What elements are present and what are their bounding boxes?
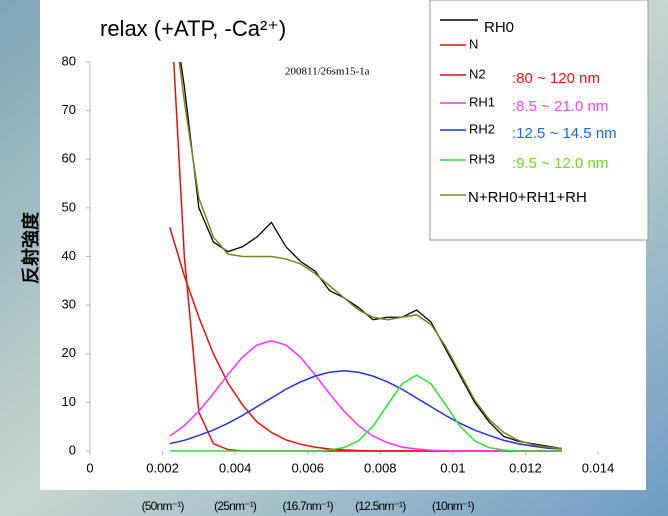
y-axis-label: 反射強度 [20,211,41,284]
legend-label: RH3 [469,151,495,166]
y-tick-label: 60 [62,151,76,166]
x-tick-label: 0.008 [364,460,397,475]
series-line [169,374,562,452]
legend-label: N2 [469,66,486,81]
x-tick-label: 0.01 [440,460,465,475]
reciprocal-label: (25nm⁻¹) [214,499,257,513]
y-tick-label: 70 [62,102,76,117]
reciprocal-label: (16.7nm⁻¹) [283,499,334,513]
y-tick-label: 0 [69,442,76,457]
legend-fit-label-box: N+RH0+RH1+RH2+RH3 [468,189,586,206]
x-tick-label: 0.004 [219,460,252,475]
series-line [178,62,562,450]
y-tick-label: 10 [62,394,76,409]
y-tick-label: 20 [62,345,76,360]
chart-title: relax (+ATP, -Ca²⁺) [100,16,286,41]
annotation: :9.5 ~ 12.0 nm [512,155,608,172]
annotation: :8.5 ~ 21.0 nm [512,98,608,115]
plot-lines [169,62,562,452]
x-tick-label: 0 [86,460,93,475]
legend-label: RH1 [469,94,495,109]
reciprocal-label: (12.5nm⁻¹) [355,499,406,513]
y-tick-label: 80 [62,53,76,68]
reciprocal-label: (50nm⁻¹) [142,499,185,513]
x-tick-label: 0.002 [146,460,179,475]
y-tick-label: 30 [62,297,76,312]
reciprocal-label: (10nm⁻¹) [432,499,475,513]
sample-id: 200811/26sm15-1a [285,66,370,78]
x-tick-label: 0.006 [291,460,324,475]
legend-label: N+RH0+RH1+RH2+RH3 [468,189,586,206]
legend-label: RH0 [484,19,514,36]
legend-box [429,0,649,241]
y-tick-label: 40 [62,248,76,263]
series-line [169,370,562,450]
legend-label: N [469,36,478,51]
annotation: :80 ~ 120 nm [512,70,600,87]
annotation: :12.5 ~ 14.5 nm [512,125,617,142]
x-tick-label: 0.014 [582,460,615,475]
y-tick-label: 50 [62,199,76,214]
legend-label: RH2 [469,121,495,136]
series-line [169,339,562,452]
x-tick-label: 0.012 [509,460,542,475]
